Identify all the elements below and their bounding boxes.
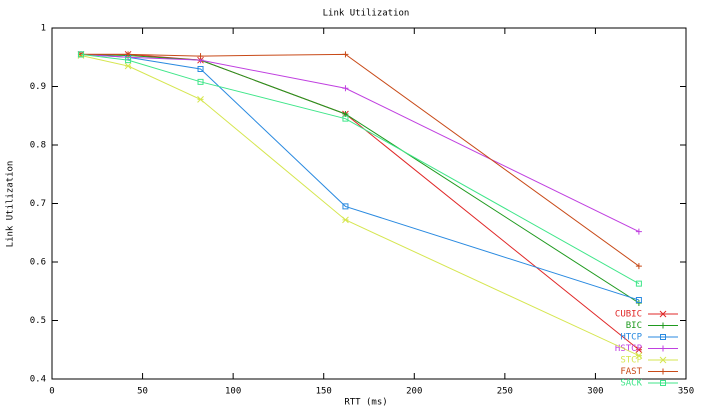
point-marker: [635, 297, 642, 304]
x-tick-label: 100: [225, 387, 241, 397]
x-axis-label: RTT (ms): [344, 398, 387, 408]
x-tick-label: 300: [587, 387, 603, 397]
point-marker: [342, 203, 349, 210]
legend-label: HSTCP: [615, 344, 643, 354]
point-marker: [635, 280, 642, 287]
series-line: [80, 53, 640, 351]
series-line: [80, 53, 640, 304]
chart-title: Link Utilization: [323, 9, 410, 19]
y-tick-label: 0.9: [30, 82, 46, 92]
y-axis-label: Link Utilization: [6, 161, 16, 248]
y-tick-label: 0.8: [30, 141, 46, 151]
y-tick-label: 0.5: [30, 316, 46, 326]
legend-label: STCP: [620, 356, 642, 366]
series-line: [80, 53, 640, 285]
x-tick-label: 250: [497, 387, 513, 397]
legend-label: FAST: [620, 367, 642, 377]
legend-marker: [659, 310, 667, 318]
point-marker: [635, 346, 643, 354]
y-tick-label: 0.7: [30, 199, 46, 209]
x-tick-label: 0: [49, 387, 54, 397]
point-marker: [342, 115, 349, 122]
point-marker: [197, 65, 204, 72]
point-marker: [197, 53, 204, 60]
legend-marker: [659, 356, 667, 364]
legend-marker: [660, 322, 666, 329]
y-tick-label: 0.4: [30, 375, 46, 385]
series-line: [80, 53, 640, 233]
x-tick-label: 350: [678, 387, 694, 397]
point-marker: [635, 263, 642, 270]
legend-marker: [660, 368, 666, 375]
legend-marker: [660, 345, 666, 352]
x-tick-label: 200: [406, 387, 422, 397]
point-marker: [125, 51, 132, 58]
x-tick-label: 50: [137, 387, 148, 397]
plot-frame: [51, 27, 687, 380]
point-marker: [125, 57, 132, 64]
point-marker: [342, 85, 349, 92]
x-tick-label: 150: [316, 387, 332, 397]
legend-label: HTCP: [620, 333, 642, 343]
point-marker: [342, 216, 349, 224]
legend-marker: [660, 334, 666, 340]
legend-label: SACK: [620, 379, 642, 389]
point-marker: [635, 228, 642, 235]
point-marker: [342, 51, 349, 58]
series-line: [80, 53, 640, 301]
point-marker: [635, 352, 643, 359]
y-tick-label: 1: [41, 24, 46, 34]
point-marker: [197, 96, 204, 103]
point-marker: [197, 78, 204, 85]
y-tick-label: 0.6: [30, 258, 46, 268]
point-marker: [124, 62, 132, 70]
series-line: [80, 53, 640, 267]
point-marker: [77, 51, 84, 58]
legend-label: BIC: [626, 321, 642, 331]
legend-marker: [660, 380, 666, 386]
legend-label: CUBIC: [615, 310, 642, 320]
